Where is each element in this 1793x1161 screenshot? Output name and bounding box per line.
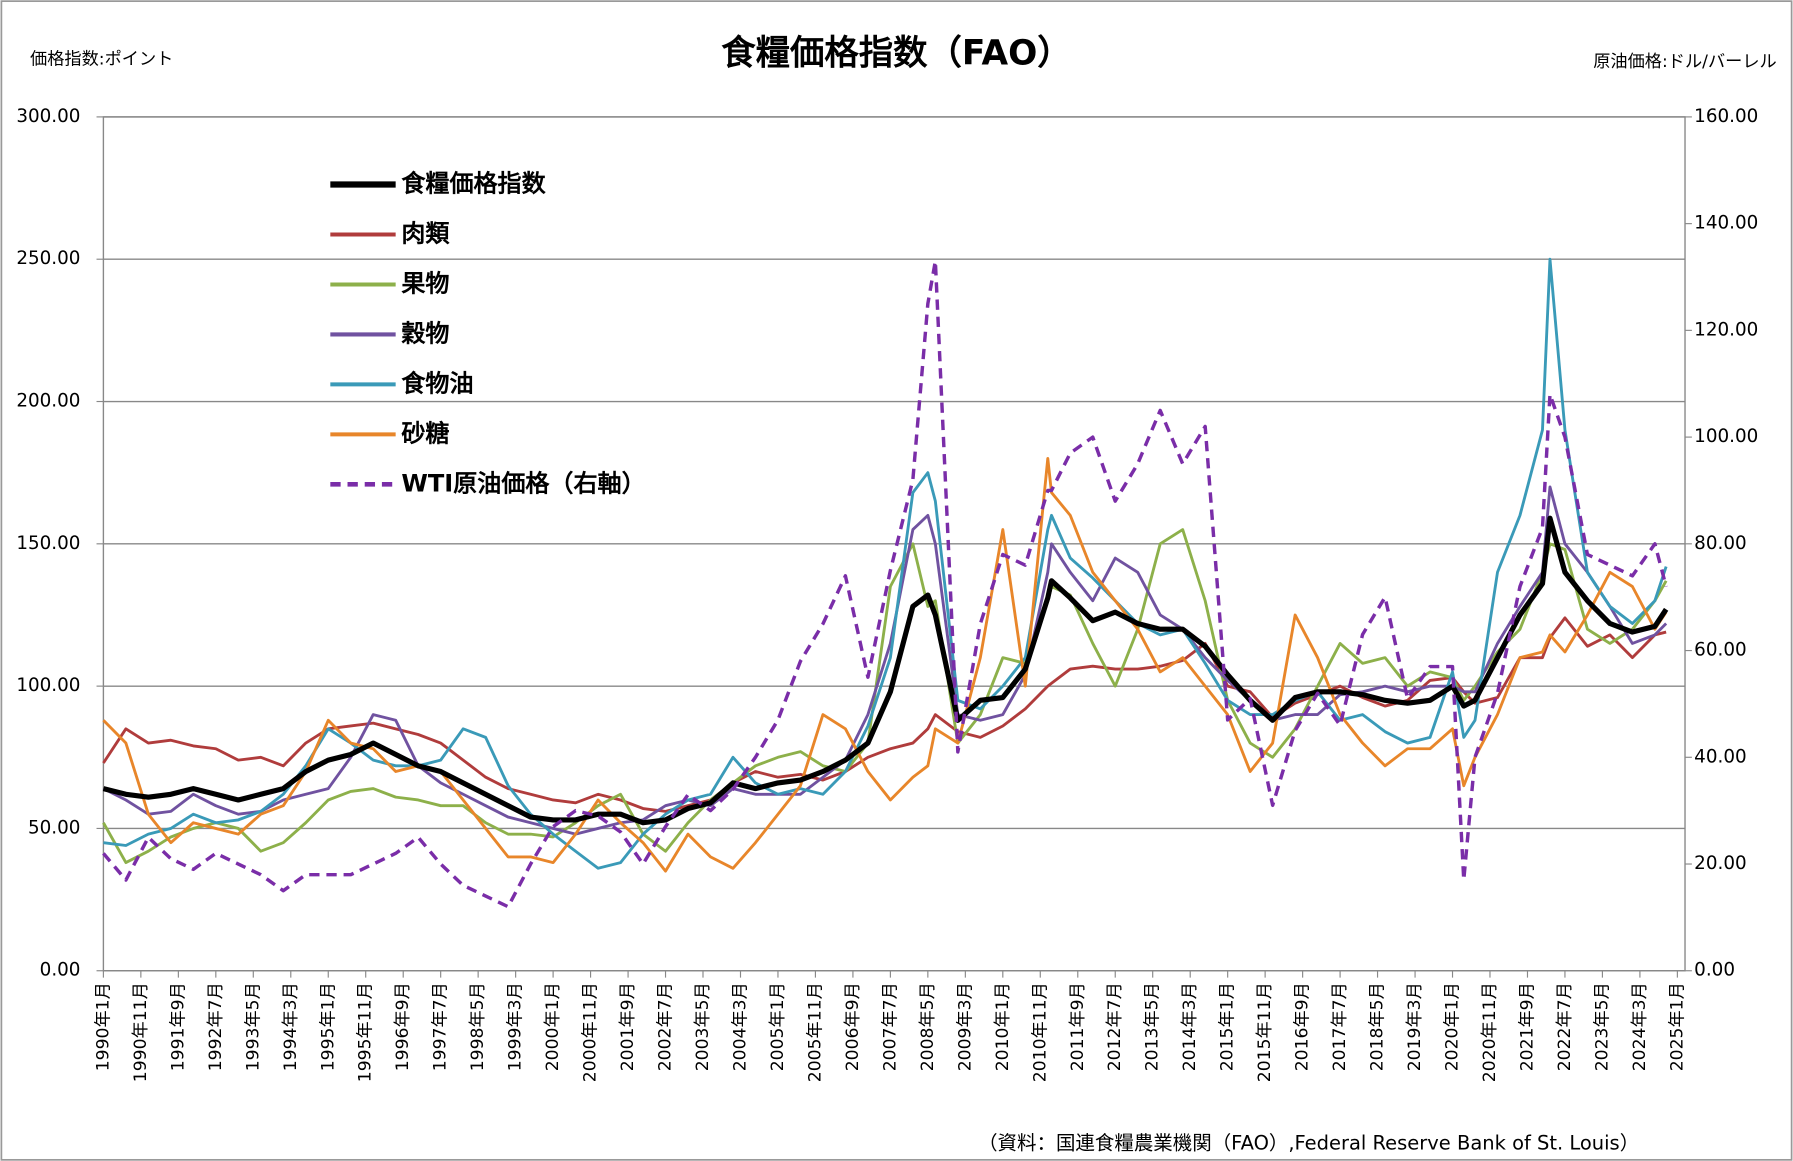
x-tick-label: 2009年3月 xyxy=(955,982,975,1071)
y-tick-label: 300.00 xyxy=(16,106,80,127)
x-tick-label: 2005年1月 xyxy=(768,982,788,1071)
y2-tick-label: 60.00 xyxy=(1694,640,1746,661)
source-note: （資料：国連食糧農業機関（FAO）,Federal Reserve Bank o… xyxy=(978,1131,1639,1154)
x-tick-label: 2014年3月 xyxy=(1180,982,1200,1071)
y-tick-label: 250.00 xyxy=(16,248,80,269)
x-tick-label: 1998年5月 xyxy=(468,982,488,1071)
y2-tick-label: 160.00 xyxy=(1694,106,1758,127)
plot-border xyxy=(102,116,1686,972)
x-tick-label: 1993年5月 xyxy=(243,982,263,1071)
y2-tick-label: 140.00 xyxy=(1694,213,1758,234)
series-line xyxy=(102,457,1668,873)
x-tick-label: 1990年1月 xyxy=(93,982,113,1071)
legend-text: 肉類 xyxy=(401,219,450,247)
series-line xyxy=(102,259,1668,909)
x-tick-label: 2005年11月 xyxy=(805,982,825,1082)
x-tick-label: 1996年9月 xyxy=(393,982,413,1071)
x-tick-label: 2011年9月 xyxy=(1068,982,1088,1071)
x-tick-label: 2002年7月 xyxy=(656,982,676,1071)
y2-tick-label: 20.00 xyxy=(1694,853,1746,874)
x-tick-label: 1992年7月 xyxy=(206,982,226,1071)
x-tick-label: 1995年11月 xyxy=(356,982,376,1082)
y2-tick-label: 0.00 xyxy=(1694,960,1735,981)
x-tick-label: 2025年1月 xyxy=(1667,982,1687,1071)
legend-text: 食糧価格指数 xyxy=(401,170,546,198)
x-tick-label: 2003年5月 xyxy=(693,982,713,1071)
x-tick-label: 2007年7月 xyxy=(880,982,900,1071)
y2-tick-label: 80.00 xyxy=(1694,533,1746,554)
legend-text: 果物 xyxy=(401,269,449,297)
x-tick-label: 2004年3月 xyxy=(730,982,750,1071)
y2-tick-label: 120.00 xyxy=(1694,319,1758,340)
x-tick-label: 2016年9月 xyxy=(1293,982,1313,1071)
legend-text: 穀物 xyxy=(401,319,449,347)
series-line xyxy=(102,528,1668,865)
x-tick-label: 1990年11月 xyxy=(131,982,151,1082)
x-tick-label: 2019年3月 xyxy=(1405,982,1425,1071)
x-tick-label: 2006年9月 xyxy=(843,982,863,1071)
x-tick-label: 1995年1月 xyxy=(318,982,338,1071)
series-line xyxy=(102,515,1669,826)
y-tick-label: 50.00 xyxy=(28,817,80,838)
x-tick-label: 2021年9月 xyxy=(1517,982,1537,1071)
x-tick-label: 2012年7月 xyxy=(1105,982,1125,1071)
y-tick-label: 100.00 xyxy=(16,675,80,696)
y-tick-label: 0.00 xyxy=(40,960,81,981)
x-tick-label: 2010年1月 xyxy=(993,982,1013,1071)
x-tick-label: 2017年7月 xyxy=(1330,982,1350,1071)
legend-text: 食物油 xyxy=(401,369,473,397)
x-tick-label: 2010年11月 xyxy=(1030,982,1050,1082)
x-tick-label: 1991年9月 xyxy=(168,982,188,1071)
x-tick-label: 1999年3月 xyxy=(506,982,526,1071)
x-tick-label: 2024年3月 xyxy=(1630,982,1650,1071)
x-tick-label: 2015年11月 xyxy=(1255,982,1275,1082)
x-tick-label: 2013年5月 xyxy=(1143,982,1163,1071)
x-tick-label: 2015年1月 xyxy=(1218,982,1238,1071)
y-tick-label: 200.00 xyxy=(16,391,80,412)
legend-text: WTI原油価格（右軸） xyxy=(401,469,645,497)
legend-text: 砂糖 xyxy=(401,419,449,447)
y-tick-label: 150.00 xyxy=(16,533,80,554)
x-tick-label: 2000年11月 xyxy=(581,982,601,1082)
y2-tick-label: 40.00 xyxy=(1694,746,1746,767)
y2-tick-label: 100.00 xyxy=(1694,426,1758,447)
x-tick-label: 2018年5月 xyxy=(1368,982,1388,1071)
x-tick-label: 2020年11月 xyxy=(1480,982,1500,1082)
x-tick-label: 2020年1月 xyxy=(1443,982,1463,1071)
series-line xyxy=(102,616,1667,813)
x-tick-label: 2023年5月 xyxy=(1592,982,1612,1071)
x-tick-label: 2001年9月 xyxy=(618,982,638,1071)
y-axis-label: 価格指数:ポイント xyxy=(30,50,173,70)
x-tick-label: 2008年5月 xyxy=(918,982,938,1071)
x-tick-label: 1997年7月 xyxy=(431,982,451,1071)
y2-axis-label: 原油価格:ドル/バーレル xyxy=(1593,52,1776,72)
x-tick-label: 1994年3月 xyxy=(281,982,301,1071)
x-tick-label: 2000年1月 xyxy=(543,982,563,1071)
series-line xyxy=(102,485,1668,836)
x-tick-label: 2022年7月 xyxy=(1555,982,1575,1071)
chart-title: 食糧価格指数（FAO） xyxy=(721,34,1071,74)
